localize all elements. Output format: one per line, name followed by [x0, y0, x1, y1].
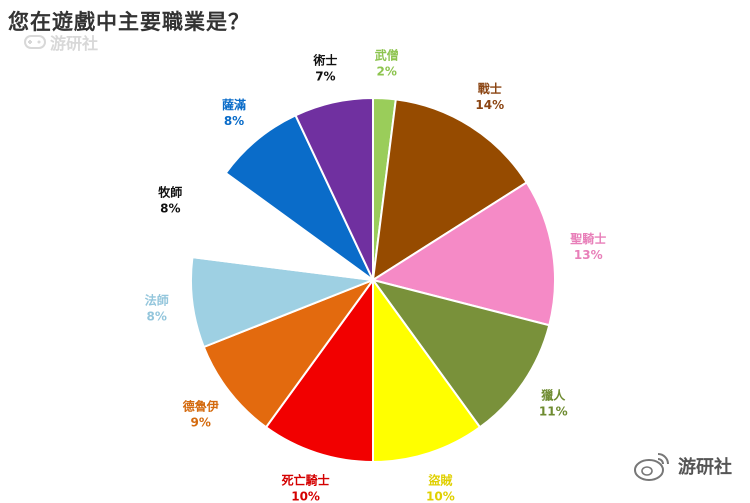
slice-label: 牧師 [158, 185, 182, 200]
pie-slice [264, 276, 374, 464]
slice-label-group: 牧師 8% [158, 185, 182, 216]
pie-slice [191, 171, 374, 281]
pie-slice [294, 96, 374, 281]
slice-value-label: 8% [147, 309, 167, 323]
slice-value-label: 9% [191, 416, 211, 430]
pie-slice [371, 98, 529, 282]
slice-label: 武僧 [375, 47, 399, 62]
slice-value-label: 10% [426, 489, 455, 503]
slice-label-group: 薩滿 8% [222, 97, 246, 128]
slice-value-label: 2% [377, 64, 397, 78]
slice-label: 死亡騎士 [282, 472, 330, 487]
controller-icon [24, 35, 46, 49]
slice-label-group: 戰士 14% [475, 81, 504, 112]
slice-label: 戰士 [478, 81, 502, 96]
slice-label-group: 聖騎士 13% [570, 231, 606, 262]
slice-label-group: 術士 7% [312, 52, 337, 83]
pie-slice [190, 256, 374, 349]
watermark-top-text: 游研社 [50, 34, 99, 53]
slice-label: 盜賊 [428, 472, 452, 487]
weibo-logo-icon [634, 453, 669, 481]
slice-label: 獵人 [541, 388, 566, 403]
watermark-bottom-text: 游研社 [678, 457, 732, 478]
pie-slice [370, 278, 551, 429]
slice-label-group: 法師 8% [145, 292, 169, 323]
watermark-top: 游研社 [24, 30, 98, 54]
slice-label-group: 獵人 11% [539, 388, 568, 419]
slice-label: 德魯伊 [183, 399, 219, 414]
pie-slice [224, 113, 374, 281]
slice-label-group: 武僧 2% [375, 47, 399, 78]
slice-label: 薩滿 [222, 97, 246, 112]
pie-slice [370, 181, 556, 327]
slice-label: 術士 [312, 52, 337, 67]
slice-value-label: 10% [291, 489, 320, 503]
chart-title: 您在遊戲中主要職業是？ [8, 10, 250, 34]
slice-label-group: 盜賊 10% [426, 472, 455, 503]
slice-value-label: 13% [574, 248, 603, 262]
watermark-bottom: 游研社 [632, 450, 732, 482]
slice-label: 聖騎士 [570, 231, 606, 246]
slice-label: 法師 [145, 292, 169, 307]
slice-value-label: 8% [224, 114, 244, 128]
pie-slice [372, 276, 482, 464]
slice-value-label: 8% [160, 202, 180, 216]
slice-value-label: 11% [539, 405, 568, 419]
slice-label-group: 德魯伊 9% [183, 399, 219, 430]
slice-value-label: 14% [475, 98, 504, 112]
pie-slice [202, 277, 376, 429]
slice-value-label: 7% [315, 69, 335, 83]
slice-label-group: 死亡騎士 10% [282, 472, 330, 503]
